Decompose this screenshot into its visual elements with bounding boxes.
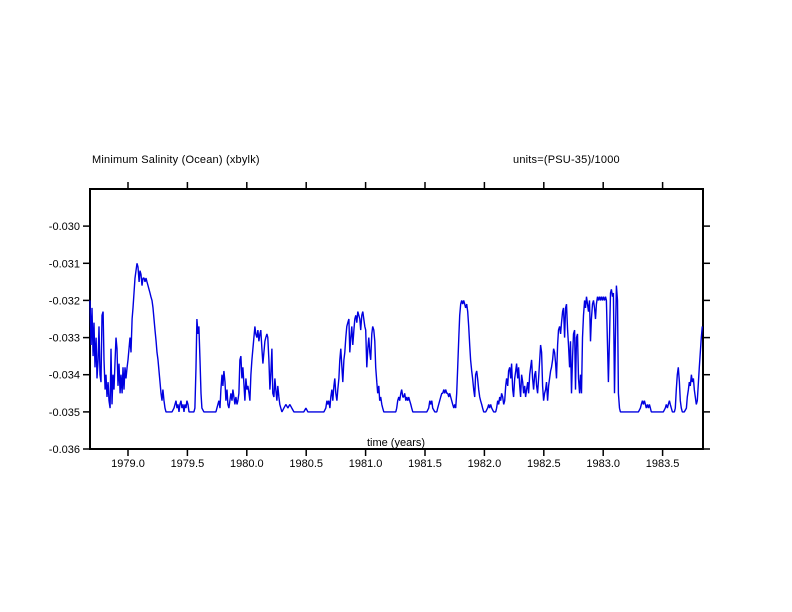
x-axis-tick-label: 1983.0 xyxy=(586,458,620,470)
x-axis-tick-label: 1982.5 xyxy=(527,458,561,470)
y-axis-tick-label: -0.030 xyxy=(49,221,80,233)
y-axis-tick-label: -0.032 xyxy=(49,295,80,307)
y-axis-tick-label: -0.033 xyxy=(49,333,80,345)
x-axis-tick-label: 1982.0 xyxy=(468,458,502,470)
x-axis-tick-label: 1980.5 xyxy=(289,458,323,470)
plot-title: Minimum Salinity (Ocean) (xbylk) xyxy=(92,154,260,166)
salinity-series-line xyxy=(89,263,703,413)
y-axis-tick-label: -0.031 xyxy=(49,258,80,270)
x-axis-tick-label: 1983.5 xyxy=(646,458,680,470)
x-axis-tick-label: 1981.5 xyxy=(408,458,442,470)
y-axis-tick-label: -0.036 xyxy=(49,444,80,456)
x-axis-tick-label: 1979.0 xyxy=(111,458,145,470)
x-axis-title: time (years) xyxy=(367,437,425,449)
y-axis-tick-label: -0.034 xyxy=(49,370,80,382)
units-label: units=(PSU-35)/1000 xyxy=(513,154,620,166)
y-axis-tick-label: -0.035 xyxy=(49,407,80,419)
x-axis-tick-label: 1981.0 xyxy=(349,458,383,470)
x-axis-tick-label: 1980.0 xyxy=(230,458,264,470)
x-axis-tick-label: 1979.5 xyxy=(171,458,205,470)
